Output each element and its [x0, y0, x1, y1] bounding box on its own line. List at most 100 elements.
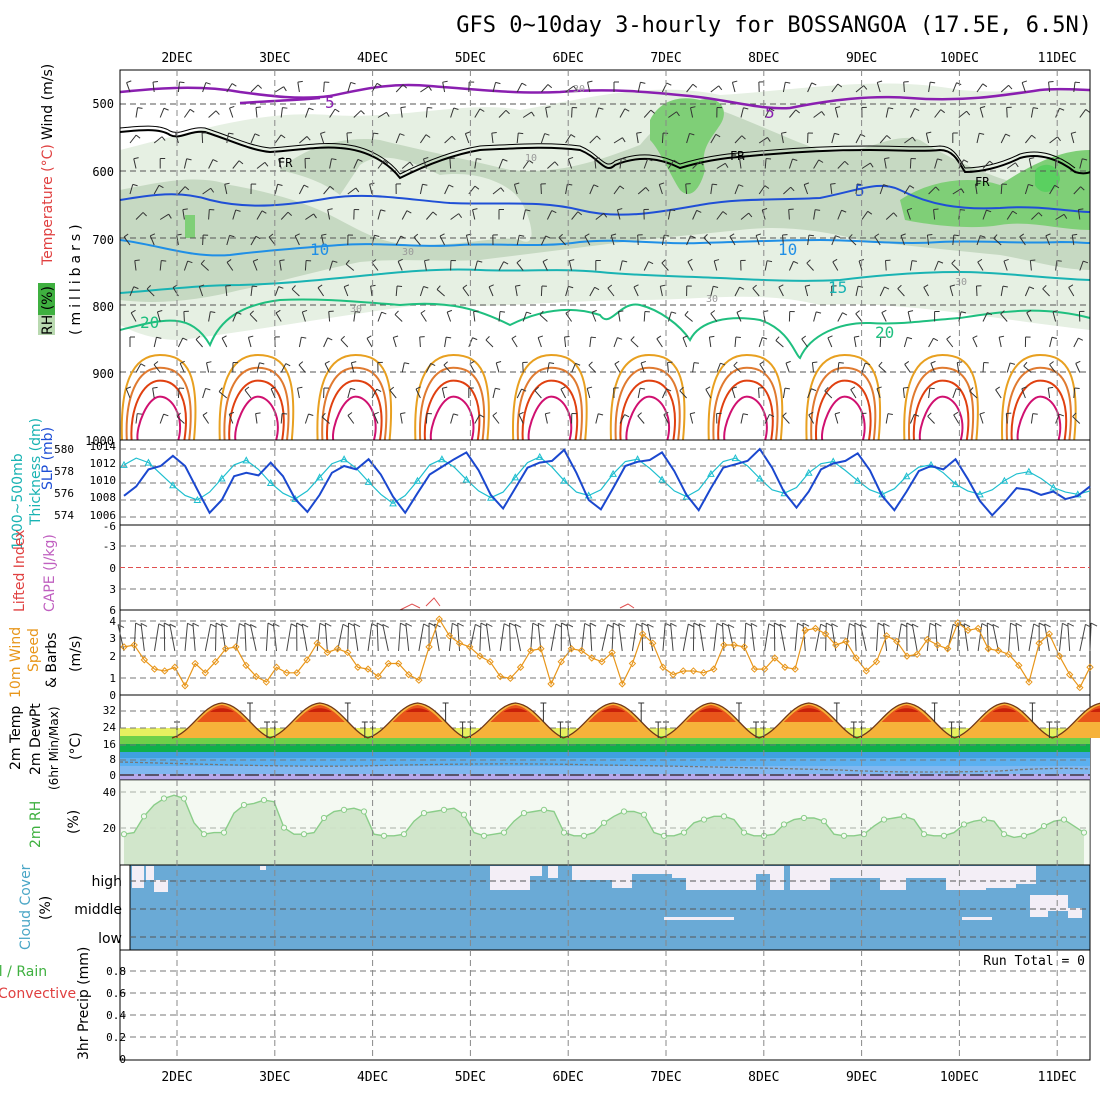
wind-barb — [156, 311, 161, 322]
ylabel-rh: RH (%) — [40, 286, 56, 335]
wind-barb — [1058, 623, 1063, 652]
tick-label: 0 — [109, 769, 116, 782]
wind-barb — [1055, 260, 1058, 271]
wind-barb-flag — [561, 622, 568, 627]
wind-barb-flag — [935, 622, 942, 627]
wind-barb — [249, 624, 257, 652]
wind-speed-marker — [547, 680, 555, 688]
wind-barb-flag — [146, 285, 152, 290]
x-tick-label: 2DEC — [161, 1070, 192, 1085]
wind-barb-flag — [1045, 233, 1051, 237]
wind-barb-flag — [933, 337, 939, 342]
wind-barb-flag — [499, 311, 506, 313]
wind-barb-flag — [179, 360, 185, 364]
ylabel-wind10m-units: (m/s) — [68, 635, 84, 672]
wind-barb-flag — [981, 623, 989, 628]
wind-barb-flag — [514, 623, 522, 628]
wind-barb-flag — [999, 335, 1005, 338]
wind-speed-marker — [628, 659, 637, 668]
wind-barb — [788, 158, 793, 169]
wind-barb-flag — [1068, 284, 1074, 288]
slp-ticks: 1014 1012 1010 1008 1006 — [90, 440, 117, 522]
rh-marker — [560, 829, 568, 836]
wind-barb — [235, 623, 240, 652]
wind-barb — [782, 82, 786, 93]
tick-label: 2 — [109, 650, 116, 663]
wind-barb-flag — [542, 258, 548, 262]
wind-barb — [637, 388, 641, 399]
wind-barb — [619, 414, 625, 424]
wind-barb — [854, 623, 857, 652]
wind-barb-flag — [355, 187, 360, 193]
wind-barb-flag — [400, 106, 406, 109]
wind-barb-flag — [373, 132, 379, 135]
wind-barb-flag — [302, 309, 308, 313]
wind-barb — [928, 338, 934, 348]
wind-barb-flag — [465, 131, 471, 135]
wind-barb — [616, 209, 621, 220]
temp-peak-max — [503, 708, 528, 712]
wind-barb — [280, 363, 287, 373]
wind-barb — [679, 390, 687, 399]
tick-label: 578 — [54, 465, 74, 478]
wind-barb-flag — [705, 386, 711, 390]
lifted-index-panel — [119, 524, 1091, 611]
wind-barb — [255, 413, 258, 424]
wind-barb-flag — [425, 134, 431, 138]
temp-peak-max — [699, 708, 723, 712]
wind-speed-marker — [527, 646, 535, 655]
wind-barb — [885, 107, 889, 118]
wind-barb-flag — [1021, 386, 1027, 390]
temperature-contour — [810, 366, 877, 441]
wind-barb-flag — [1078, 337, 1084, 341]
rh-marker — [160, 795, 168, 802]
wind-barb-flag — [521, 388, 527, 392]
wind-barb-flag — [345, 259, 350, 265]
wind-barb-flag — [806, 259, 811, 264]
wind-speed-marker — [730, 641, 738, 649]
wind-speed-marker — [506, 674, 515, 683]
wind-barb-flag — [215, 622, 223, 627]
thickness-slp-panel — [119, 439, 1091, 526]
wind-barb-flag — [229, 234, 235, 238]
wind-barb-flag — [594, 286, 600, 291]
wind-barb-flag — [769, 413, 775, 418]
cloud-gap — [946, 866, 986, 890]
wind-barb — [682, 337, 688, 348]
wind-barb — [298, 364, 306, 373]
temp-band — [120, 774, 1090, 780]
wind-speed-marker — [1004, 650, 1013, 659]
temp-curve — [660, 702, 760, 739]
temperature-contour — [625, 395, 670, 441]
wind-barb — [1023, 365, 1032, 373]
x-tick-label: 8DEC — [748, 51, 779, 66]
rh-marker — [820, 818, 828, 825]
wind-barb-flag — [938, 260, 944, 264]
ylabel-slp: SLP (mb) — [40, 427, 56, 490]
wind-barb — [321, 235, 325, 246]
wind-barb-flag — [158, 184, 164, 189]
wind-barb — [324, 623, 328, 652]
wind-barb-flag — [446, 336, 452, 339]
wind-barb — [492, 415, 500, 424]
temperature-contour — [903, 353, 979, 441]
tick-label: 3 — [109, 632, 116, 645]
wind-barb-flag — [369, 182, 375, 185]
wind-barb — [949, 286, 954, 297]
wind-barb — [540, 285, 543, 297]
wind-barb-flag — [648, 261, 654, 265]
temperature-contour — [527, 395, 573, 441]
thickness-marker — [1000, 476, 1009, 484]
wind-barb — [643, 109, 652, 118]
wind-barb — [255, 107, 258, 118]
wind-barb-flag — [393, 335, 399, 338]
wind-barb — [902, 388, 905, 399]
wind-speed-marker — [191, 659, 199, 668]
wind-barb-flag — [690, 235, 696, 239]
wind-barb-flag — [590, 336, 597, 339]
wind-barb — [135, 107, 139, 118]
wind-barb-flag — [1071, 131, 1077, 134]
contour-label: 5 — [765, 103, 775, 122]
rh-marker — [920, 831, 928, 838]
wind-barb — [807, 82, 813, 93]
